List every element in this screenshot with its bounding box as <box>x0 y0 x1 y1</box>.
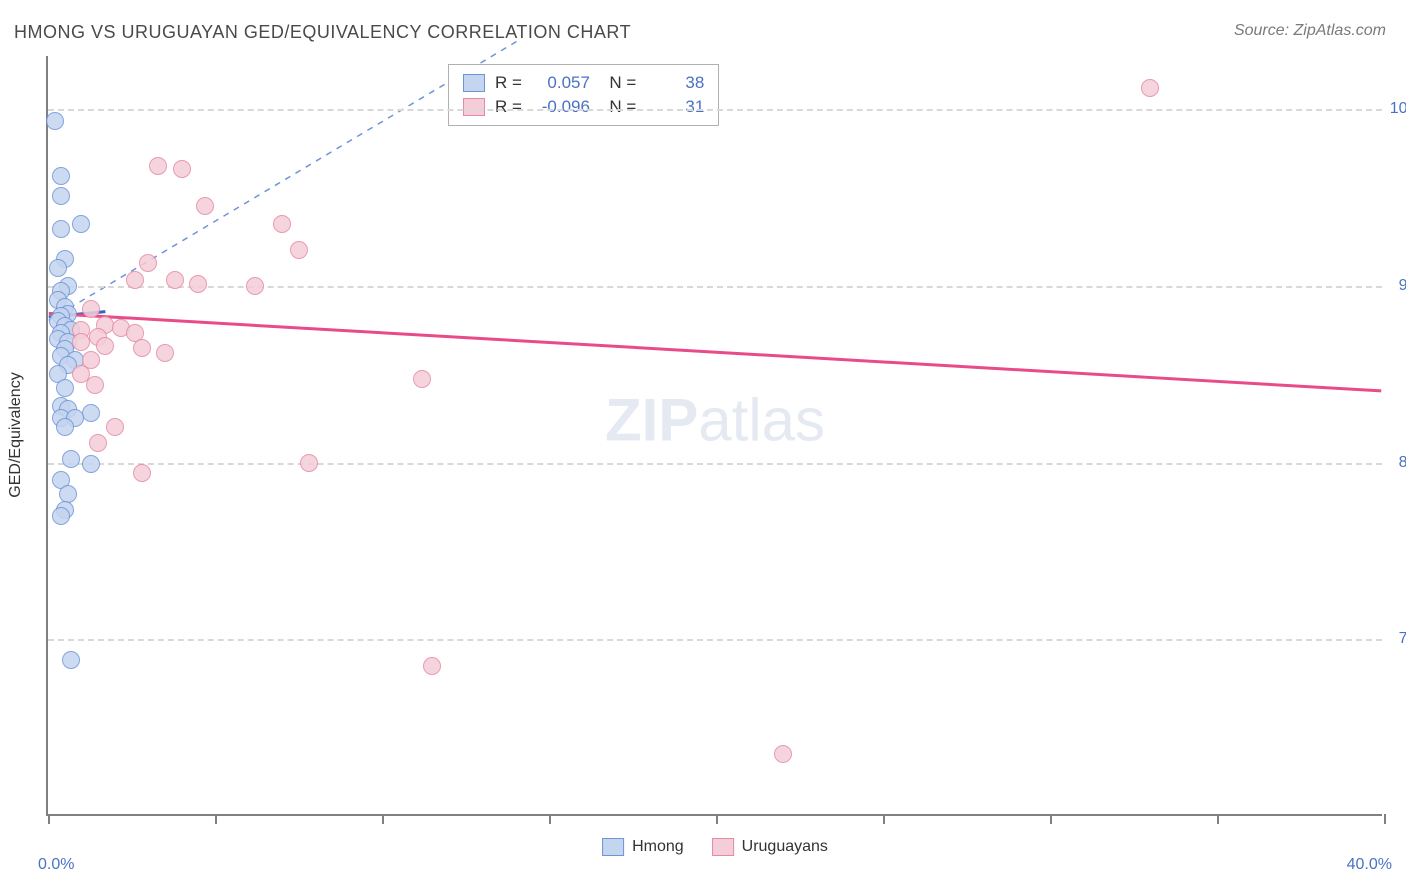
data-point <box>156 344 174 362</box>
stats-row-uruguayan: R = -0.096 N = 31 <box>463 95 704 119</box>
data-point <box>149 157 167 175</box>
data-point <box>56 418 74 436</box>
data-point <box>173 160 191 178</box>
x-tick <box>382 814 384 824</box>
legend-swatch-uruguayan <box>712 838 734 856</box>
data-point <box>1141 79 1159 97</box>
stats-legend: R = 0.057 N = 38 R = -0.096 N = 31 <box>448 64 719 126</box>
data-point <box>423 657 441 675</box>
y-tick-label: 80.0% <box>1399 454 1406 472</box>
y-tick-label: 90.0% <box>1399 277 1406 295</box>
data-point <box>413 370 431 388</box>
data-point <box>46 112 64 130</box>
x-tick <box>215 814 217 824</box>
data-point <box>52 507 70 525</box>
legend-label-uruguayan: Uruguayans <box>742 838 828 856</box>
swatch-uruguayan <box>463 98 485 116</box>
y-tick-label: 100.0% <box>1390 100 1406 118</box>
data-point <box>52 220 70 238</box>
x-label-min: 0.0% <box>38 856 74 874</box>
swatch-hmong <box>463 74 485 92</box>
stat-n-label: N = <box>600 73 636 93</box>
source-label: Source: ZipAtlas.com <box>1234 22 1386 40</box>
chart-title: HMONG VS URUGUAYAN GED/EQUIVALENCY CORRE… <box>14 22 631 43</box>
data-point <box>89 434 107 452</box>
data-point <box>273 215 291 233</box>
gridline-h <box>48 463 1382 465</box>
data-point <box>196 197 214 215</box>
data-point <box>52 167 70 185</box>
stat-r-label: R = <box>495 73 522 93</box>
data-point <box>82 404 100 422</box>
data-point <box>126 271 144 289</box>
stat-r-hmong: 0.057 <box>532 73 590 93</box>
y-tick-label: 70.0% <box>1399 630 1406 648</box>
stat-n-uruguayan: 31 <box>646 97 704 117</box>
legend-item-hmong: Hmong <box>602 838 684 856</box>
data-point <box>72 215 90 233</box>
data-point <box>56 379 74 397</box>
x-tick <box>549 814 551 824</box>
stat-r-uruguayan: -0.096 <box>532 97 590 117</box>
data-point <box>62 651 80 669</box>
data-point <box>96 337 114 355</box>
data-point <box>290 241 308 259</box>
data-point <box>86 376 104 394</box>
data-point <box>62 450 80 468</box>
data-point <box>72 333 90 351</box>
x-tick <box>1384 814 1386 824</box>
data-point <box>106 418 124 436</box>
data-point <box>166 271 184 289</box>
data-point <box>82 300 100 318</box>
legend-swatch-hmong <box>602 838 624 856</box>
legend-bottom: Hmong Uruguayans <box>602 838 828 856</box>
data-point <box>246 277 264 295</box>
data-point <box>52 187 70 205</box>
data-point <box>82 455 100 473</box>
x-tick <box>883 814 885 824</box>
data-point <box>133 339 151 357</box>
data-point <box>139 254 157 272</box>
gridline-h <box>48 639 1382 641</box>
gridline-h <box>48 109 1382 111</box>
data-point <box>189 275 207 293</box>
data-point <box>133 464 151 482</box>
x-tick <box>716 814 718 824</box>
x-tick <box>48 814 50 824</box>
stat-n-label2: N = <box>600 97 636 117</box>
plot-area: ZIPatlas GED/Equivalency R = 0.057 N = 3… <box>46 56 1382 816</box>
data-point <box>49 259 67 277</box>
legend-item-uruguayan: Uruguayans <box>712 838 828 856</box>
legend-label-hmong: Hmong <box>632 838 684 856</box>
y-axis-title: GED/Equivalency <box>7 372 25 497</box>
x-label-max: 40.0% <box>1347 856 1392 874</box>
x-tick <box>1217 814 1219 824</box>
data-point <box>300 454 318 472</box>
x-tick <box>1050 814 1052 824</box>
data-point <box>774 745 792 763</box>
stats-row-hmong: R = 0.057 N = 38 <box>463 71 704 95</box>
stat-n-hmong: 38 <box>646 73 704 93</box>
chart-svg <box>48 56 1382 814</box>
stat-r-label2: R = <box>495 97 522 117</box>
